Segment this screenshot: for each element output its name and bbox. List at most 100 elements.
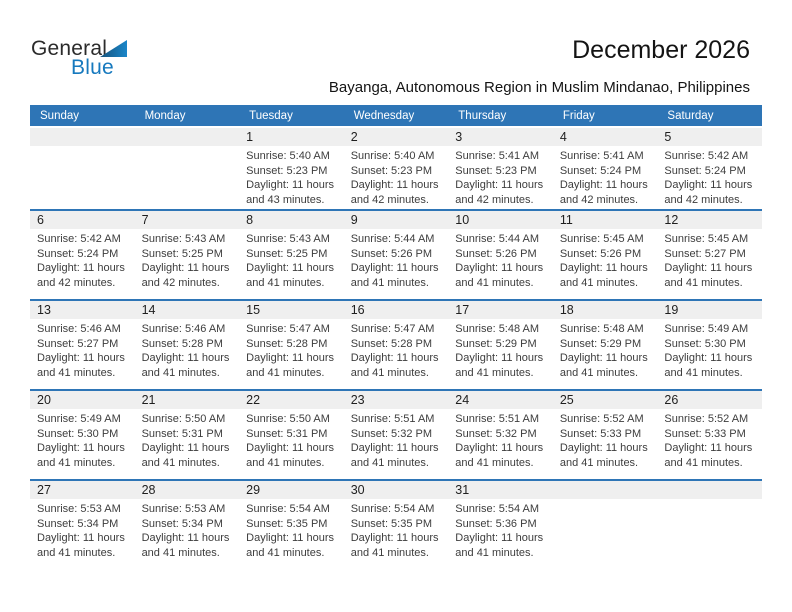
- day-cell: 6 Sunrise: 5:42 AM Sunset: 5:24 PM Daylight…: [30, 211, 135, 299]
- day-number: 24: [455, 393, 470, 407]
- sunset-text: Sunset: 5:25 PM: [141, 247, 223, 260]
- day-number: 8: [246, 213, 254, 227]
- sunrise-text: Sunrise: 5:46 AM: [37, 323, 121, 335]
- sunrise-text: Sunrise: 5:50 AM: [141, 413, 226, 425]
- weeks-container: 1 Sunrise: 5:40 AM Sunset: 5:23 PM Daylight…: [30, 128, 762, 569]
- sunset-text: Sunset: 5:30 PM: [664, 337, 746, 350]
- logo-word-general: General: [31, 37, 108, 60]
- daylight-text: Daylight: 11 hours and 41 minutes.: [664, 352, 753, 379]
- sunrise-text: Sunrise: 5:48 AM: [559, 323, 644, 335]
- weekday-header-friday: Friday: [562, 109, 595, 122]
- day-cell: 29 Sunrise: 5:54 AM Sunset: 5:35 PM Dayligh…: [239, 481, 344, 569]
- day-details: Sunrise: 5:44 AM Sunset: 5:26 PM Daylight:…: [455, 229, 548, 290]
- daylight-text: Daylight: 11 hours and 41 minutes.: [350, 532, 439, 559]
- day-number: 15: [246, 303, 261, 317]
- day-number-strip: [30, 391, 762, 409]
- sunset-text: Sunset: 5:29 PM: [455, 337, 537, 350]
- day-cell: 11 Sunrise: 5:45 AM Sunset: 5:26 PM Dayligh…: [553, 211, 658, 299]
- day-details: Sunrise: 5:42 AM Sunset: 5:24 PM Daylight:…: [664, 146, 757, 207]
- sunset-text: Sunset: 5:30 PM: [37, 427, 119, 440]
- day-details: Sunrise: 5:40 AM Sunset: 5:23 PM Daylight:…: [246, 146, 339, 207]
- day-cell: 27 Sunrise: 5:53 AM Sunset: 5:34 PM Dayligh…: [30, 481, 135, 569]
- day-cell: 21 Sunrise: 5:50 AM Sunset: 5:31 PM Dayligh…: [135, 391, 240, 479]
- day-cell: 14 Sunrise: 5:46 AM Sunset: 5:28 PM Dayligh…: [135, 301, 240, 389]
- day-details: Sunrise: 5:51 AM Sunset: 5:32 PM Daylight:…: [351, 409, 444, 470]
- day-cell: 15 Sunrise: 5:47 AM Sunset: 5:28 PM Dayligh…: [239, 301, 344, 389]
- day-details: Sunrise: 5:40 AM Sunset: 5:23 PM Daylight:…: [351, 146, 444, 207]
- day-details: Sunrise: 5:49 AM Sunset: 5:30 PM Daylight:…: [664, 319, 757, 380]
- calendar-table: Sunday Monday Tuesday Wednesday Thursday Frid…: [30, 105, 762, 569]
- day-details: Sunrise: 5:54 AM Sunset: 5:36 PM Daylight:…: [455, 499, 548, 560]
- day-details: Sunrise: 5:51 AM Sunset: 5:32 PM Daylight:…: [455, 409, 548, 470]
- empty-day-cell: [553, 481, 658, 569]
- day-number: 4: [559, 130, 567, 144]
- day-cell: 12 Sunrise: 5:45 AM Sunset: 5:27 PM Dayligh…: [657, 211, 762, 299]
- week-row: 13 Sunrise: 5:46 AM Sunset: 5:27 PM Dayligh…: [30, 299, 762, 389]
- location-subtitle: Bayanga, Autonomous Region in Muslim Min…: [328, 79, 750, 96]
- sunrise-text: Sunrise: 5:49 AM: [664, 323, 749, 335]
- weekday-header-saturday: Saturday: [667, 109, 714, 122]
- day-cell: 4 Sunrise: 5:41 AM Sunset: 5:24 PM Daylight…: [553, 128, 658, 209]
- day-cell: 9 Sunrise: 5:44 AM Sunset: 5:26 PM Daylight…: [344, 211, 449, 299]
- day-details: Sunrise: 5:48 AM Sunset: 5:29 PM Daylight:…: [560, 319, 653, 380]
- day-cell: 19 Sunrise: 5:49 AM Sunset: 5:30 PM Dayligh…: [657, 301, 762, 389]
- daylight-text: Daylight: 11 hours and 41 minutes.: [559, 442, 648, 469]
- daylight-text: Daylight: 11 hours and 41 minutes.: [246, 262, 334, 289]
- empty-day-cell: [135, 128, 240, 209]
- daylight-text: Daylight: 11 hours and 41 minutes.: [455, 352, 544, 379]
- daylight-text: Daylight: 11 hours and 41 minutes.: [559, 352, 648, 379]
- sunrise-text: Sunrise: 5:45 AM: [664, 233, 749, 245]
- weekday-header-monday: Monday: [144, 109, 186, 122]
- sunset-text: Sunset: 5:27 PM: [37, 337, 119, 350]
- day-details: Sunrise: 5:41 AM Sunset: 5:23 PM Daylight:…: [455, 146, 548, 207]
- sunset-text: Sunset: 5:26 PM: [455, 247, 537, 260]
- logo-word-blue: Blue: [71, 56, 114, 79]
- sunset-text: Sunset: 5:28 PM: [350, 337, 433, 350]
- day-details: Sunrise: 5:43 AM Sunset: 5:25 PM Daylight:…: [142, 229, 235, 290]
- sunset-text: Sunset: 5:23 PM: [350, 164, 433, 177]
- sunrise-text: Sunrise: 5:45 AM: [559, 233, 644, 245]
- sunset-text: Sunset: 5:24 PM: [37, 247, 119, 260]
- sunrise-text: Sunrise: 5:54 AM: [350, 503, 435, 515]
- daylight-text: Daylight: 11 hours and 41 minutes.: [559, 262, 648, 289]
- day-cell: 23 Sunrise: 5:51 AM Sunset: 5:32 PM Dayligh…: [344, 391, 449, 479]
- sunset-text: Sunset: 5:35 PM: [350, 517, 433, 530]
- day-cell: 5 Sunrise: 5:42 AM Sunset: 5:24 PM Daylight…: [657, 128, 762, 209]
- day-number: 30: [350, 483, 365, 497]
- sunrise-text: Sunrise: 5:54 AM: [246, 503, 330, 515]
- sunset-text: Sunset: 5:24 PM: [664, 164, 746, 177]
- day-number: 2: [350, 130, 358, 144]
- day-number: 19: [664, 303, 679, 317]
- day-number: 14: [141, 303, 156, 317]
- day-details: Sunrise: 5:47 AM Sunset: 5:28 PM Daylight:…: [246, 319, 339, 380]
- weekday-header-row: Sunday Monday Tuesday Wednesday Thursday Frid…: [30, 105, 762, 126]
- day-number: 20: [37, 393, 51, 407]
- day-details: Sunrise: 5:54 AM Sunset: 5:35 PM Daylight:…: [351, 499, 444, 560]
- sunrise-text: Sunrise: 5:41 AM: [455, 150, 540, 162]
- day-number: 18: [559, 303, 574, 317]
- day-cell: 18 Sunrise: 5:48 AM Sunset: 5:29 PM Dayligh…: [553, 301, 658, 389]
- empty-day-cell: [30, 128, 135, 209]
- sunrise-text: Sunrise: 5:51 AM: [455, 413, 540, 425]
- month-title: December 2026: [572, 36, 750, 64]
- sunset-text: Sunset: 5:35 PM: [246, 517, 328, 530]
- day-cell: 28 Sunrise: 5:53 AM Sunset: 5:34 PM Dayligh…: [135, 481, 240, 569]
- sunrise-text: Sunrise: 5:40 AM: [350, 150, 435, 162]
- day-number: 10: [455, 213, 470, 227]
- daylight-text: Daylight: 11 hours and 43 minutes.: [246, 179, 334, 206]
- sunset-text: Sunset: 5:26 PM: [559, 247, 642, 260]
- weekday-header-thursday: Thursday: [458, 109, 507, 122]
- day-cell: 24 Sunrise: 5:51 AM Sunset: 5:32 PM Dayligh…: [448, 391, 553, 479]
- sunset-text: Sunset: 5:26 PM: [350, 247, 433, 260]
- day-cell: 26 Sunrise: 5:52 AM Sunset: 5:33 PM Dayligh…: [657, 391, 762, 479]
- day-details: Sunrise: 5:50 AM Sunset: 5:31 PM Daylight:…: [142, 409, 235, 470]
- day-cell: 10 Sunrise: 5:44 AM Sunset: 5:26 PM Dayligh…: [448, 211, 553, 299]
- week-row: 27 Sunrise: 5:53 AM Sunset: 5:34 PM Dayligh…: [30, 479, 762, 569]
- day-details: Sunrise: 5:54 AM Sunset: 5:35 PM Daylight:…: [246, 499, 339, 560]
- sunrise-text: Sunrise: 5:46 AM: [141, 323, 226, 335]
- day-details: Sunrise: 5:42 AM Sunset: 5:24 PM Daylight:…: [37, 229, 130, 290]
- week-row: 20 Sunrise: 5:49 AM Sunset: 5:30 PM Dayligh…: [30, 389, 762, 479]
- day-details: Sunrise: 5:48 AM Sunset: 5:29 PM Daylight:…: [455, 319, 548, 380]
- day-cell: 8 Sunrise: 5:43 AM Sunset: 5:25 PM Daylight…: [239, 211, 344, 299]
